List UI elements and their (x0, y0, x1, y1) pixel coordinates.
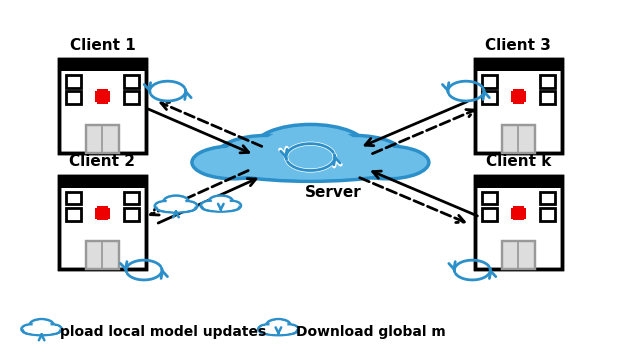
Text: Server: Server (305, 185, 361, 199)
Ellipse shape (253, 124, 367, 172)
Text: Download global m: Download global m (296, 325, 446, 339)
Ellipse shape (266, 319, 291, 331)
Ellipse shape (197, 148, 270, 177)
Ellipse shape (221, 149, 399, 179)
Ellipse shape (223, 201, 241, 210)
Bar (60, 175, 146, 269)
Ellipse shape (33, 321, 51, 330)
Ellipse shape (260, 127, 361, 169)
Bar (124, 208, 139, 221)
Ellipse shape (209, 196, 233, 208)
Bar (476, 176, 562, 188)
Text: Client 2: Client 2 (69, 154, 136, 169)
Ellipse shape (24, 325, 38, 333)
Ellipse shape (157, 203, 172, 210)
Bar (502, 241, 535, 269)
Bar (124, 75, 139, 88)
Bar (66, 75, 81, 88)
Ellipse shape (217, 136, 314, 175)
Bar (60, 175, 146, 269)
Ellipse shape (212, 197, 230, 206)
Ellipse shape (45, 325, 60, 333)
Bar (60, 59, 146, 153)
Ellipse shape (28, 328, 55, 334)
Ellipse shape (180, 203, 195, 210)
Ellipse shape (44, 324, 62, 334)
Bar (124, 91, 139, 104)
Bar (502, 125, 535, 153)
Bar (511, 208, 525, 219)
Ellipse shape (225, 202, 239, 209)
Text: Client 3: Client 3 (486, 38, 551, 53)
Ellipse shape (282, 325, 296, 333)
Bar (66, 91, 81, 104)
Ellipse shape (163, 196, 189, 208)
Bar (66, 192, 81, 204)
Bar (60, 59, 146, 71)
Ellipse shape (21, 324, 40, 334)
Ellipse shape (23, 327, 60, 335)
Bar (66, 208, 81, 221)
Bar (482, 75, 497, 88)
Bar (540, 192, 555, 204)
Bar (476, 59, 562, 153)
Ellipse shape (269, 321, 287, 330)
Bar (482, 192, 497, 204)
Ellipse shape (312, 138, 398, 173)
Bar (513, 206, 524, 220)
Ellipse shape (200, 201, 219, 210)
Bar (60, 176, 146, 188)
Bar (476, 59, 562, 71)
Text: Client 1: Client 1 (70, 38, 135, 53)
Bar (482, 91, 497, 104)
Ellipse shape (157, 204, 195, 213)
Bar (95, 208, 109, 219)
Bar (97, 89, 108, 104)
Ellipse shape (280, 324, 299, 334)
Ellipse shape (29, 319, 54, 331)
Bar (482, 208, 497, 221)
Ellipse shape (265, 328, 292, 334)
Ellipse shape (223, 138, 308, 173)
Ellipse shape (203, 202, 217, 209)
Bar (476, 59, 562, 153)
Ellipse shape (209, 147, 412, 181)
Ellipse shape (155, 201, 174, 211)
Ellipse shape (207, 205, 234, 211)
Bar (540, 75, 555, 88)
Text: pload local model updates: pload local model updates (60, 325, 266, 339)
Ellipse shape (192, 146, 275, 179)
Ellipse shape (166, 197, 186, 207)
Ellipse shape (260, 327, 297, 335)
Bar (511, 91, 525, 102)
Bar (513, 89, 524, 104)
Ellipse shape (161, 205, 191, 211)
Ellipse shape (351, 148, 424, 177)
Ellipse shape (260, 325, 275, 333)
Bar (540, 208, 555, 221)
Bar (86, 241, 119, 269)
Ellipse shape (178, 201, 197, 211)
Ellipse shape (307, 136, 404, 175)
Bar (540, 91, 555, 104)
Ellipse shape (258, 324, 276, 334)
Bar (60, 59, 146, 153)
Bar (124, 192, 139, 204)
Bar (86, 125, 119, 153)
Bar (476, 175, 562, 269)
Bar (95, 91, 109, 102)
Text: Client k: Client k (486, 154, 551, 169)
Ellipse shape (346, 146, 429, 179)
Bar (476, 175, 562, 269)
Ellipse shape (202, 204, 239, 211)
Bar (97, 206, 108, 220)
